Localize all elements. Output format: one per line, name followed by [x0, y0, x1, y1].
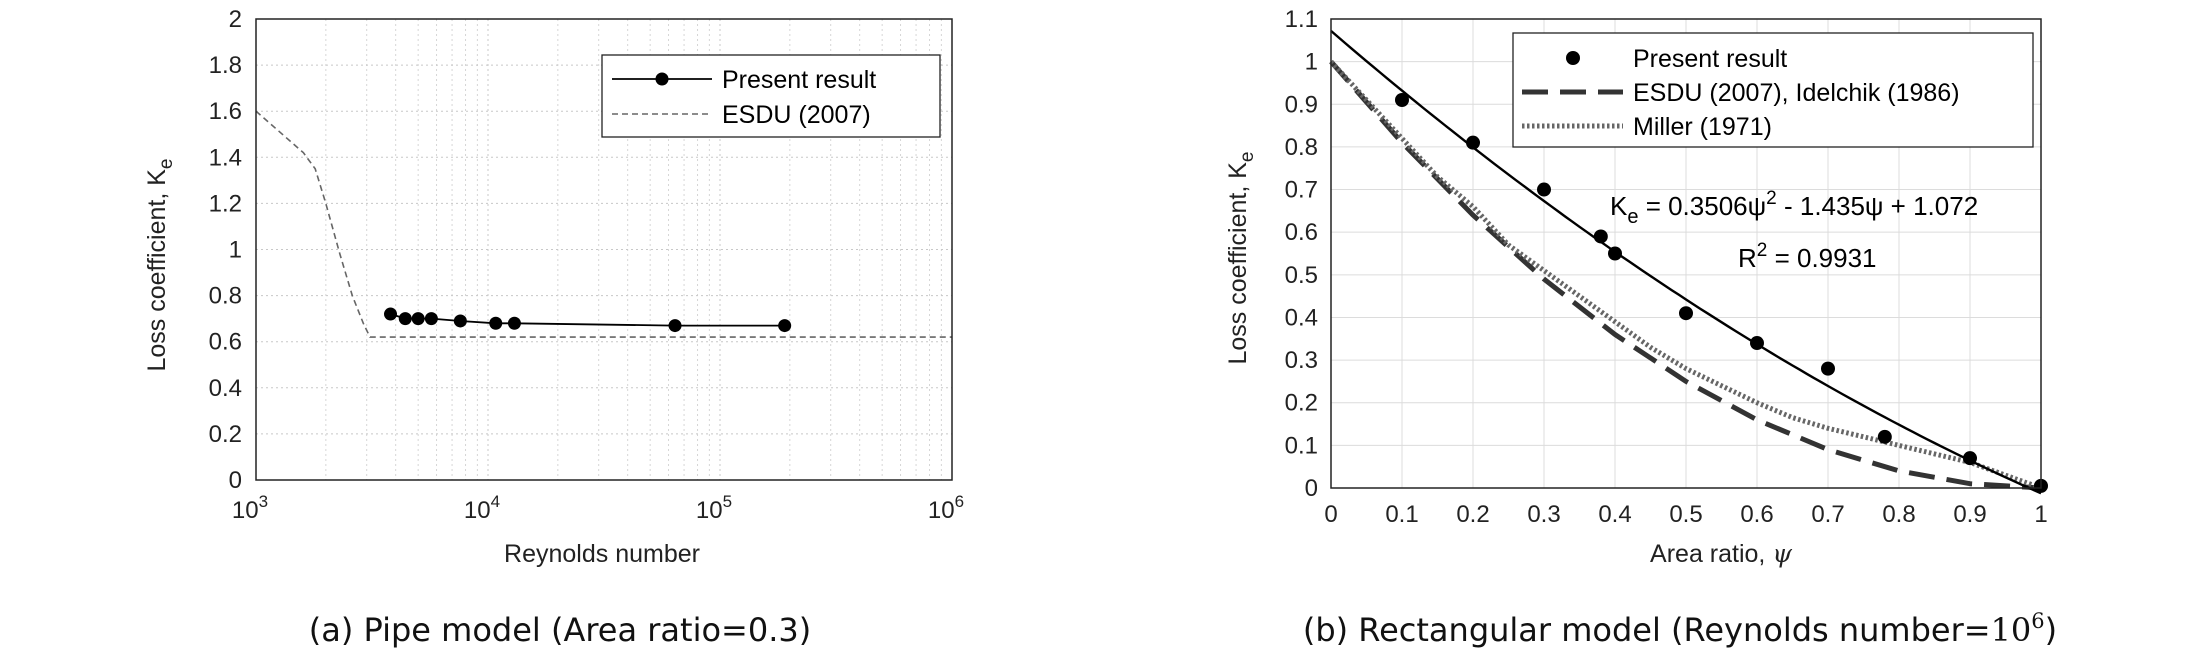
chart-b-legend-label: Present result	[1633, 45, 1787, 73]
chart-b-y-tick-label: 0	[1305, 475, 1318, 502]
chart-a-x-tick-label: 105	[696, 492, 732, 524]
chart-b-legend: Present result ESDU (2007), Idelchik (198…	[1512, 32, 2034, 148]
chart-b-x-tick-label: 0	[1324, 501, 1337, 528]
chart-a-y-axis-label: Loss coefficient, Ke	[143, 158, 177, 371]
chart-a-x-tick-labels: 103 104 105 106	[232, 492, 964, 524]
chart-b-data-point	[1395, 93, 1409, 108]
chart-a-x-tick-label: 106	[928, 492, 964, 524]
chart-b-data-point	[1466, 135, 1480, 150]
chart-b-y-tick-label: 1.1	[1285, 6, 1318, 33]
chart-b-data-point	[1963, 451, 1977, 466]
chart-b-data-point	[1821, 361, 1835, 376]
chart-a-y-tick-label: 0.8	[209, 283, 242, 310]
chart-a-data-point	[453, 314, 467, 328]
chart-a-y-tick-label: 1.4	[209, 144, 242, 171]
chart-a-data-point	[424, 312, 438, 326]
chart-b-series	[1329, 29, 2048, 495]
chart-b-r-squared: R2 = 0.9931	[1738, 240, 1877, 273]
chart-a-data-point	[384, 307, 398, 321]
chart-b-y-tick-label: 0.4	[1285, 304, 1318, 331]
chart-b-y-tick-label: 0.1	[1285, 432, 1318, 459]
chart-a-pipe-model: 0 0.2 0.4 0.6 0.8 1 1.2 1.4 1.6 1.8 2 103 104 105 106…	[143, 6, 964, 649]
chart-a-data-point	[398, 312, 412, 326]
chart-a-legend-marker	[655, 72, 669, 86]
chart-a-y-tick-label: 1.2	[209, 190, 242, 217]
chart-a-series	[255, 110, 952, 338]
chart-a-legend-label: ESDU (2007)	[722, 101, 871, 129]
chart-a-data-point	[507, 316, 521, 330]
chart-a-legend: Present result ESDU (2007)	[601, 54, 941, 138]
chart-b-x-tick-label: 0.1	[1385, 501, 1418, 528]
chart-a-series-line-esdu-2007	[255, 110, 952, 338]
chart-a-data-point	[411, 312, 425, 326]
chart-b-legend-marker	[1566, 51, 1580, 65]
chart-b-caption: (b) Rectangular model (Reynolds number=1…	[1303, 609, 2057, 649]
chart-b-data-point	[1877, 429, 1892, 444]
chart-a-legend-box	[601, 54, 941, 138]
chart-a-y-tick-labels: 0 0.2 0.4 0.6 0.8 1 1.2 1.4 1.6 1.8 2	[209, 6, 242, 494]
chart-b-data-point	[1750, 336, 1764, 351]
chart-b-y-tick-label: 0.2	[1285, 390, 1318, 417]
chart-a-data-point	[489, 316, 503, 330]
chart-b-y-tick-labels: 0 0.1 0.2 0.3 0.4 0.5 0.6 0.7 0.8 0.9 1 1.1	[1285, 6, 1318, 502]
chart-b-x-tick-label: 0.7	[1811, 501, 1844, 528]
chart-a-x-tick-label: 103	[232, 492, 268, 524]
chart-b-data-point	[1608, 246, 1622, 261]
chart-a-y-tick-label: 1.6	[209, 98, 242, 125]
chart-b-y-tick-label: 1	[1305, 49, 1318, 76]
chart-b-x-tick-label: 0.9	[1953, 501, 1986, 528]
chart-b-x-tick-label: 0.5	[1669, 501, 1702, 528]
chart-b-y-tick-label: 0.5	[1285, 262, 1318, 289]
chart-b-y-axis-label: Loss coefficient, Ke	[1224, 151, 1258, 364]
chart-b-fit-equation: Ke = 0.3506ψ2 - 1.435ψ + 1.072	[1610, 188, 1978, 228]
chart-a-legend-label: Present result	[722, 66, 876, 94]
chart-a-data-point	[668, 319, 682, 333]
chart-b-series-line-miller-1971	[1329, 59, 2042, 491]
chart-b-x-tick-label: 0.2	[1456, 501, 1489, 528]
chart-b-x-tick-label: 0.4	[1598, 501, 1631, 528]
chart-b-data-point	[1537, 182, 1551, 197]
chart-a-x-tick-label: 104	[464, 492, 500, 524]
chart-b-y-tick-label: 0.8	[1285, 134, 1318, 161]
chart-a-y-tick-label: 0.4	[209, 375, 242, 402]
chart-b-x-tick-labels: 0 0.1 0.2 0.3 0.4 0.5 0.6 0.7 0.8 0.9 1	[1324, 501, 2047, 528]
chart-b-rectangular-model: 0 0.1 0.2 0.3 0.4 0.5 0.6 0.7 0.8 0.9 1 1.1 0 0.1 0.2…	[1224, 6, 2057, 649]
chart-a-y-tick-label: 1	[229, 237, 242, 264]
chart-b-plot-frame	[1330, 18, 2042, 489]
chart-a-x-axis-label: Reynolds number	[504, 540, 700, 568]
chart-a-series-line-present-result	[390, 313, 785, 327]
chart-b-y-tick-label: 0.7	[1285, 177, 1318, 204]
chart-a-plot-frame	[255, 18, 953, 481]
chart-b-series-line-esdu-2007-idelchik-1986	[1329, 59, 2042, 491]
chart-b-x-tick-label: 1	[2034, 501, 2047, 528]
chart-b-legend-label: ESDU (2007), Idelchik (1986)	[1633, 79, 1960, 107]
chart-b-y-tick-label: 0.3	[1285, 347, 1318, 374]
chart-b-data-point	[1593, 229, 1608, 244]
chart-a-y-tick-label: 2	[229, 6, 242, 33]
chart-a-y-tick-label: 0.2	[209, 421, 242, 448]
chart-a-caption: (a) Pipe model (Area ratio=0.3)	[309, 611, 811, 649]
chart-b-fit-curve	[1330, 29, 2042, 495]
chart-b-x-tick-label: 0.6	[1740, 501, 1773, 528]
chart-b-x-tick-label: 0.3	[1527, 501, 1560, 528]
chart-a-y-tick-label: 0.6	[209, 329, 242, 356]
chart-b-y-tick-label: 0.9	[1285, 91, 1318, 118]
chart-a-data-point	[778, 319, 792, 333]
chart-a-y-tick-label: 1.8	[209, 52, 242, 79]
chart-b-x-tick-label: 0.8	[1882, 501, 1915, 528]
chart-a-y-tick-label: 0	[229, 467, 242, 494]
chart-b-y-tick-label: 0.6	[1285, 219, 1318, 246]
chart-b-legend-label: Miller (1971)	[1633, 113, 1772, 141]
chart-b-x-axis-label: Area ratio, ψ	[1650, 539, 1792, 568]
chart-b-data-point	[1679, 306, 1693, 321]
